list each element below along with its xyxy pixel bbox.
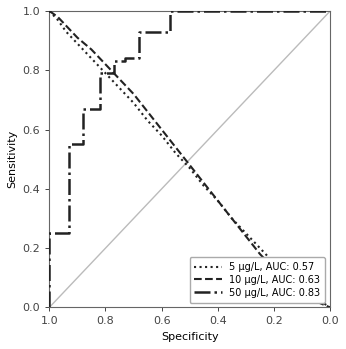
50 μg/L, AUC: 0.83: (1, 0.25): 0.83: (1, 0.25) (47, 231, 51, 236)
50 μg/L, AUC: 0.83: (0.93, 0.55): 0.83: (0.93, 0.55) (67, 142, 71, 147)
10 μg/L, AUC: 0.63: (0.75, 0.77): 0.63: (0.75, 0.77) (117, 77, 121, 81)
5 μg/L, AUC: 0.57: (0.94, 0.93): 0.57: (0.94, 0.93) (64, 30, 68, 34)
10 μg/L, AUC: 0.63: (0.1, 0.04): 0.63: (0.1, 0.04) (300, 294, 304, 298)
50 μg/L, AUC: 0.83: (0.93, 0.25): 0.83: (0.93, 0.25) (67, 231, 71, 236)
10 μg/L, AUC: 0.63: (0.9, 0.91): 0.63: (0.9, 0.91) (75, 36, 80, 40)
5 μg/L, AUC: 0.57: (0.2, 0.15): 0.57: (0.2, 0.15) (272, 261, 276, 265)
50 μg/L, AUC: 0.83: (0.45, 1): 0.83: (0.45, 1) (202, 9, 206, 13)
50 μg/L, AUC: 0.83: (0.57, 0.93): 0.83: (0.57, 0.93) (168, 30, 172, 34)
5 μg/L, AUC: 0.57: (0.55, 0.52): 0.57: (0.55, 0.52) (174, 151, 178, 155)
5 μg/L, AUC: 0.57: (0.3, 0.25): 0.57: (0.3, 0.25) (244, 231, 248, 236)
10 μg/L, AUC: 0.63: (0.45, 0.42): 0.63: (0.45, 0.42) (202, 181, 206, 185)
5 μg/L, AUC: 0.57: (0.1, 0.07): 0.57: (0.1, 0.07) (300, 285, 304, 289)
10 μg/L, AUC: 0.63: (0.2, 0.13): 0.63: (0.2, 0.13) (272, 267, 276, 271)
5 μg/L, AUC: 0.57: (0.6, 0.58): 0.57: (0.6, 0.58) (160, 133, 164, 138)
5 μg/L, AUC: 0.57: (0.25, 0.2): 0.57: (0.25, 0.2) (258, 246, 262, 250)
10 μg/L, AUC: 0.63: (1, 1): 0.63: (1, 1) (47, 9, 51, 13)
5 μg/L, AUC: 0.57: (0, 0): 0.57: (0, 0) (328, 305, 332, 310)
5 μg/L, AUC: 0.57: (0.45, 0.41): 0.57: (0.45, 0.41) (202, 184, 206, 188)
10 μg/L, AUC: 0.63: (0.4, 0.36): 0.63: (0.4, 0.36) (216, 199, 220, 203)
5 μg/L, AUC: 0.57: (0.7, 0.69): 0.57: (0.7, 0.69) (131, 101, 136, 105)
10 μg/L, AUC: 0.63: (0.85, 0.87): 0.63: (0.85, 0.87) (89, 47, 93, 52)
5 μg/L, AUC: 0.57: (0.9, 0.89): 0.57: (0.9, 0.89) (75, 42, 80, 46)
10 μg/L, AUC: 0.63: (0.97, 0.98): 0.63: (0.97, 0.98) (56, 15, 60, 19)
50 μg/L, AUC: 0.83: (0.88, 0.67): 0.83: (0.88, 0.67) (81, 107, 85, 111)
50 μg/L, AUC: 0.83: (0.55, 1): 0.83: (0.55, 1) (174, 9, 178, 13)
50 μg/L, AUC: 0.83: (0.77, 0.83): 0.83: (0.77, 0.83) (112, 59, 116, 64)
Y-axis label: Sensitivity: Sensitivity (7, 130, 17, 188)
5 μg/L, AUC: 0.57: (0.8, 0.79): 0.57: (0.8, 0.79) (103, 71, 108, 75)
Legend: 5 μg/L, AUC: 0.57, 10 μg/L, AUC: 0.63, 50 μg/L, AUC: 0.83: 5 μg/L, AUC: 0.57, 10 μg/L, AUC: 0.63, 5… (190, 257, 325, 303)
10 μg/L, AUC: 0.63: (0.6, 0.6): 0.63: (0.6, 0.6) (160, 127, 164, 132)
10 μg/L, AUC: 0.63: (0.94, 0.95): 0.63: (0.94, 0.95) (64, 24, 68, 28)
10 μg/L, AUC: 0.63: (0.8, 0.82): 0.63: (0.8, 0.82) (103, 62, 108, 66)
Line: 5 μg/L, AUC: 0.57: 5 μg/L, AUC: 0.57 (49, 11, 330, 307)
50 μg/L, AUC: 0.83: (0.73, 0.84): 0.83: (0.73, 0.84) (123, 56, 127, 60)
10 μg/L, AUC: 0.63: (0.7, 0.72): 0.63: (0.7, 0.72) (131, 92, 136, 96)
10 μg/L, AUC: 0.63: (0, 0): 0.63: (0, 0) (328, 305, 332, 310)
5 μg/L, AUC: 0.57: (0.35, 0.3): 0.57: (0.35, 0.3) (230, 216, 234, 221)
5 μg/L, AUC: 0.57: (0.65, 0.63): 0.57: (0.65, 0.63) (146, 119, 150, 123)
5 μg/L, AUC: 0.57: (0.4, 0.36): 0.57: (0.4, 0.36) (216, 199, 220, 203)
50 μg/L, AUC: 0.83: (0.88, 0.55): 0.83: (0.88, 0.55) (81, 142, 85, 147)
50 μg/L, AUC: 0.83: (0.73, 0.83): 0.83: (0.73, 0.83) (123, 59, 127, 64)
Line: 10 μg/L, AUC: 0.63: 10 μg/L, AUC: 0.63 (49, 11, 330, 307)
X-axis label: Specificity: Specificity (161, 332, 219, 342)
50 μg/L, AUC: 0.83: (1, 0): 0.83: (1, 0) (47, 305, 51, 310)
5 μg/L, AUC: 0.57: (0.05, 0.03): 0.57: (0.05, 0.03) (314, 297, 318, 301)
50 μg/L, AUC: 0.83: (0.57, 1): 0.83: (0.57, 1) (168, 9, 172, 13)
5 μg/L, AUC: 0.57: (0.97, 0.97): 0.57: (0.97, 0.97) (56, 18, 60, 22)
10 μg/L, AUC: 0.63: (0.35, 0.3): 0.63: (0.35, 0.3) (230, 216, 234, 221)
50 μg/L, AUC: 0.83: (0, 1): 0.83: (0, 1) (328, 9, 332, 13)
50 μg/L, AUC: 0.83: (0.82, 0.79): 0.83: (0.82, 0.79) (98, 71, 102, 75)
5 μg/L, AUC: 0.57: (0.85, 0.84): 0.57: (0.85, 0.84) (89, 56, 93, 60)
50 μg/L, AUC: 0.83: (0.55, 1): 0.83: (0.55, 1) (174, 9, 178, 13)
10 μg/L, AUC: 0.63: (0.25, 0.18): 0.63: (0.25, 0.18) (258, 252, 262, 256)
10 μg/L, AUC: 0.63: (0.15, 0.08): 0.63: (0.15, 0.08) (286, 282, 290, 286)
5 μg/L, AUC: 0.57: (1, 1): 0.57: (1, 1) (47, 9, 51, 13)
50 μg/L, AUC: 0.83: (0.68, 0.93): 0.83: (0.68, 0.93) (137, 30, 141, 34)
10 μg/L, AUC: 0.63: (0.65, 0.66): 0.63: (0.65, 0.66) (146, 110, 150, 114)
10 μg/L, AUC: 0.63: (0.3, 0.24): 0.63: (0.3, 0.24) (244, 234, 248, 238)
10 μg/L, AUC: 0.63: (0.5, 0.48): 0.63: (0.5, 0.48) (188, 163, 192, 167)
10 μg/L, AUC: 0.63: (0.55, 0.54): 0.63: (0.55, 0.54) (174, 145, 178, 149)
50 μg/L, AUC: 0.83: (0.77, 0.79): 0.83: (0.77, 0.79) (112, 71, 116, 75)
50 μg/L, AUC: 0.83: (0.68, 0.84): 0.83: (0.68, 0.84) (137, 56, 141, 60)
Line: 50 μg/L, AUC: 0.83: 50 μg/L, AUC: 0.83 (49, 11, 330, 307)
5 μg/L, AUC: 0.57: (0.15, 0.11): 0.57: (0.15, 0.11) (286, 273, 290, 277)
5 μg/L, AUC: 0.57: (0.75, 0.74): 0.57: (0.75, 0.74) (117, 86, 121, 90)
10 μg/L, AUC: 0.63: (0.05, 0.02): 0.63: (0.05, 0.02) (314, 299, 318, 304)
5 μg/L, AUC: 0.57: (0.5, 0.47): 0.57: (0.5, 0.47) (188, 166, 192, 170)
50 μg/L, AUC: 0.83: (0.82, 0.67): 0.83: (0.82, 0.67) (98, 107, 102, 111)
